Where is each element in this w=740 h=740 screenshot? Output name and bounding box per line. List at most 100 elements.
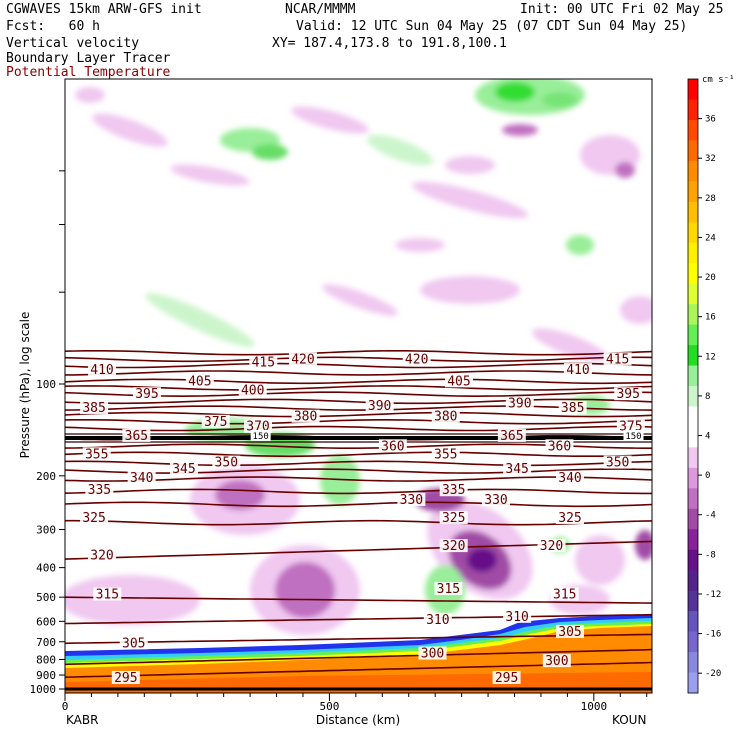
- tropopause-label-bg: [250, 429, 271, 441]
- theta-label-bg: [111, 670, 140, 684]
- theta-label: 345: [172, 462, 195, 477]
- y-tick-label: 100: [36, 378, 56, 391]
- theta-label: 335: [88, 483, 111, 498]
- theta-label-bg: [558, 401, 587, 415]
- x-axis-title: Distance (km): [316, 713, 400, 727]
- tropopause-label-bg: [623, 429, 644, 441]
- colorbar-swatch: [688, 283, 698, 305]
- theta-label-bg: [542, 654, 571, 668]
- theta-label-bg: [418, 646, 447, 660]
- theta-label-bg: [402, 352, 431, 366]
- colorbar-tick-label: 0: [705, 471, 710, 481]
- theta-label: 340: [558, 471, 581, 486]
- colorbar-swatch: [688, 590, 698, 612]
- theta-contour-375: [65, 419, 652, 425]
- colorbar-tick-label: -12: [705, 590, 721, 600]
- colorbar-swatch: [688, 242, 698, 264]
- colorbar-tick-label: -16: [705, 630, 721, 640]
- theta-contour-315: [65, 596, 652, 604]
- colorbar-swatch: [688, 426, 698, 448]
- theta-label: 315: [96, 588, 119, 603]
- theta-label-bg: [244, 419, 273, 433]
- theta-contour-390: [65, 398, 652, 405]
- theta-label: 390: [368, 399, 391, 414]
- colorbar-labels: 36 32 28 24 20 16 12 8 4 0 -4 -8 -12 -16 -20: [698, 115, 721, 679]
- colorbar-swatch: [688, 549, 698, 571]
- theta-label-bg: [537, 539, 566, 553]
- theta-contour-385: [65, 405, 652, 411]
- colorbar-swatch: [688, 631, 698, 653]
- theta-label: 375: [204, 415, 227, 430]
- theta-label-bg: [365, 398, 394, 412]
- theta-label-bg: [503, 462, 532, 476]
- colorbar-unit: cm s⁻¹: [702, 75, 735, 85]
- colorbar-swatch: [688, 263, 698, 285]
- colorbar-swatch: [688, 508, 698, 530]
- theta-label-bg: [212, 455, 241, 469]
- theta-label: 420: [405, 352, 428, 367]
- colorbar-frame: [687, 78, 699, 694]
- theta-label-bg: [439, 510, 468, 524]
- theta-label: 300: [545, 654, 568, 669]
- field-potential-temperature: Potential Temperature: [6, 65, 171, 80]
- colorbar-swatch: [688, 365, 698, 387]
- y-tick-label: 1000: [30, 683, 57, 696]
- theta-label-bg: [503, 609, 532, 623]
- theta-label-bg: [291, 409, 320, 423]
- theta-contour-345: [65, 468, 652, 474]
- theta-label: 405: [188, 374, 211, 389]
- theta-label: 345: [505, 462, 528, 477]
- colorbar: [687, 78, 699, 694]
- valid-time: Valid: 12 UTC Sun 04 May 25 (07 CDT Sun …: [296, 19, 688, 34]
- theta-label: 360: [381, 439, 404, 454]
- theta-label-bg: [122, 428, 151, 442]
- theta-label: 320: [442, 539, 465, 554]
- model-title: CGWAVES 15km ARW-GFS init: [6, 2, 202, 17]
- theta-contour-380: [65, 411, 652, 418]
- theta-label: 355: [85, 447, 108, 462]
- theta-contour-425: [65, 350, 652, 356]
- colorbar-swatch: [688, 672, 698, 694]
- theta-label-bg: [614, 387, 643, 401]
- theta-label: 380: [434, 410, 457, 425]
- y-tick-label: 200: [36, 470, 56, 483]
- x-tick-label: 500: [319, 700, 339, 713]
- potential-temperature-labels: 415 420 420 415 410 410 405 405 400 395 395 390 390 3…: [80, 352, 645, 686]
- theta-label-bg: [616, 419, 645, 433]
- theta-label-bg: [85, 483, 114, 497]
- theta-label-bg: [93, 587, 122, 601]
- left-station-label: KABR: [66, 713, 98, 727]
- colorbar-tick-label: 20: [705, 273, 716, 283]
- colorbar-swatch: [688, 570, 698, 592]
- theta-contour-400: [65, 385, 652, 391]
- theta-label: 295: [114, 671, 137, 686]
- theta-label: 385: [82, 401, 105, 416]
- theta-contour-305: [65, 633, 652, 645]
- theta-label-bg: [556, 624, 585, 638]
- colorbar-tick-label: 4: [705, 432, 710, 442]
- y-axis-title: Pressure (hPa), log scale: [18, 312, 32, 459]
- theta-label: 410: [566, 363, 589, 378]
- y-tick-label: 400: [36, 562, 56, 575]
- theta-label: 305: [558, 625, 581, 640]
- plot-frame: [64, 78, 653, 694]
- colorbar-swatch: [688, 324, 698, 346]
- theta-label-bg: [82, 447, 111, 461]
- field-boundary-layer-tracer: Boundary Layer Tracer: [6, 51, 171, 66]
- colorbar-tick-label: 24: [705, 233, 716, 243]
- theta-label: 415: [252, 355, 275, 370]
- theta-label: 365: [500, 429, 523, 444]
- theta-label: 315: [553, 588, 576, 603]
- theta-label-bg: [185, 374, 214, 388]
- init-time: Init: 00 UTC Fri 02 May 25: [520, 2, 724, 17]
- theta-label-bg: [80, 401, 109, 415]
- theta-label-bg: [88, 363, 117, 377]
- y-tick-label: 900: [36, 669, 56, 682]
- colorbar-swatch: [688, 652, 698, 674]
- theta-label: 340: [130, 471, 153, 486]
- theta-contour-395: [65, 391, 652, 398]
- theta-label-bg: [556, 510, 585, 524]
- theta-label-bg: [603, 455, 632, 469]
- theta-contour-355: [65, 451, 652, 458]
- colorbar-tick-label: 8: [705, 392, 710, 402]
